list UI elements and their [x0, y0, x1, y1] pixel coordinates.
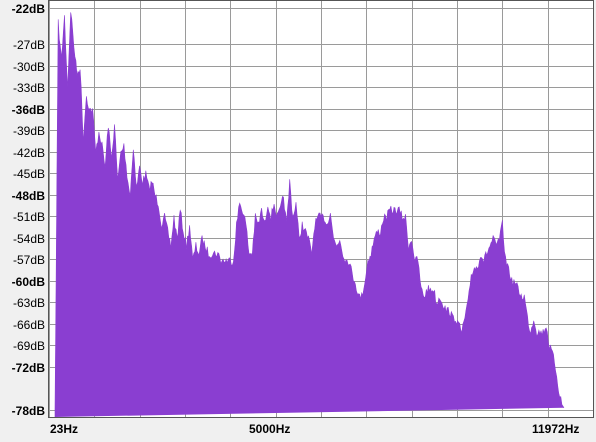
- x-axis-label-end: 11972Hz: [532, 422, 580, 436]
- y-axis-tick-label: -30dB: [12, 59, 45, 74]
- spectrum-plot-area[interactable]: [48, 0, 594, 418]
- y-axis-tick-label: -57dB: [12, 252, 45, 267]
- y-axis-tick-label: -54dB: [12, 231, 45, 246]
- y-axis-tick-label: -60dB: [11, 274, 45, 289]
- y-axis-tick-label: -48dB: [11, 188, 45, 203]
- spectrum-fill-area: [54, 12, 565, 417]
- y-axis-tick-label: -51dB: [12, 209, 45, 224]
- y-axis-tick-label: -22dB: [11, 1, 45, 16]
- y-axis-tick-label: -36dB: [11, 102, 45, 117]
- x-axis-label-mid: 5000Hz: [249, 422, 291, 436]
- y-axis-tick-label: -42dB: [12, 145, 45, 160]
- spectrum-chart[interactable]: [49, 1, 593, 417]
- y-axis-tick-label: -33dB: [12, 80, 45, 95]
- y-axis-tick-label: -72dB: [11, 360, 45, 375]
- y-axis-tick-label: -45dB: [12, 166, 45, 181]
- y-axis-tick-label: -78dB: [11, 403, 45, 418]
- y-axis-tick-label: -69dB: [12, 338, 45, 353]
- y-axis-tick-label: -39dB: [12, 123, 45, 138]
- x-axis-label-start: 23Hz: [50, 422, 79, 436]
- y-axis-tick-label: -66dB: [12, 317, 45, 332]
- y-axis-tick-label: -63dB: [12, 295, 45, 310]
- y-axis-tick-label: -27dB: [12, 37, 45, 52]
